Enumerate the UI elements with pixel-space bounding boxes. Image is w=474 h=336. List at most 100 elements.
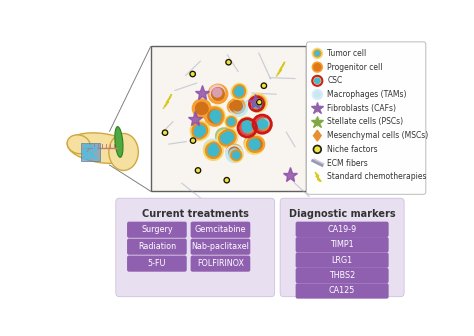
Circle shape (229, 147, 240, 158)
Circle shape (219, 128, 238, 146)
Circle shape (250, 95, 265, 111)
Circle shape (231, 150, 242, 161)
Circle shape (249, 139, 260, 150)
Text: CSC: CSC (328, 76, 343, 85)
Circle shape (208, 110, 220, 123)
Circle shape (238, 119, 256, 137)
Circle shape (247, 137, 259, 149)
Circle shape (213, 111, 220, 118)
FancyBboxPatch shape (191, 239, 250, 255)
Circle shape (229, 149, 243, 162)
Text: Radiation: Radiation (138, 242, 176, 251)
FancyBboxPatch shape (296, 268, 389, 283)
Text: Gemcitabine: Gemcitabine (195, 225, 246, 234)
Circle shape (245, 135, 264, 154)
Circle shape (94, 147, 97, 150)
Circle shape (90, 151, 92, 154)
Circle shape (205, 107, 224, 126)
Circle shape (232, 83, 246, 97)
Circle shape (190, 71, 195, 77)
FancyBboxPatch shape (127, 256, 187, 272)
Circle shape (312, 48, 322, 58)
Circle shape (236, 87, 243, 94)
Circle shape (262, 119, 269, 126)
Circle shape (261, 83, 266, 88)
Circle shape (210, 85, 225, 100)
Circle shape (84, 149, 87, 151)
Circle shape (82, 151, 85, 154)
Circle shape (232, 100, 241, 109)
Circle shape (246, 137, 263, 152)
Circle shape (93, 148, 96, 151)
Circle shape (233, 102, 244, 113)
Circle shape (84, 144, 87, 147)
Circle shape (219, 131, 231, 143)
FancyBboxPatch shape (296, 252, 389, 268)
Text: FOLFIRINOX: FOLFIRINOX (197, 259, 244, 268)
Circle shape (203, 141, 223, 160)
Circle shape (249, 136, 264, 152)
Circle shape (230, 98, 243, 112)
Circle shape (248, 94, 267, 112)
Text: Niche factors: Niche factors (328, 145, 378, 154)
Circle shape (208, 108, 223, 123)
Circle shape (221, 134, 231, 143)
Circle shape (233, 101, 242, 111)
Circle shape (242, 125, 250, 133)
FancyBboxPatch shape (296, 237, 389, 252)
Circle shape (231, 84, 247, 100)
Circle shape (253, 98, 263, 108)
Circle shape (210, 111, 220, 121)
Circle shape (192, 99, 211, 118)
Text: THBS2: THBS2 (329, 271, 355, 280)
Circle shape (191, 124, 207, 140)
Circle shape (83, 157, 86, 159)
Circle shape (219, 131, 233, 146)
FancyBboxPatch shape (280, 198, 404, 297)
Circle shape (313, 145, 321, 153)
Polygon shape (163, 96, 171, 109)
Circle shape (240, 119, 253, 131)
Circle shape (221, 133, 229, 142)
Circle shape (260, 120, 268, 128)
Circle shape (226, 117, 237, 127)
Circle shape (194, 128, 203, 137)
Circle shape (192, 126, 206, 139)
Circle shape (94, 156, 97, 159)
Circle shape (85, 145, 88, 148)
Circle shape (312, 62, 322, 72)
Text: Standard chemotherapies: Standard chemotherapies (328, 172, 427, 181)
Circle shape (196, 125, 207, 135)
Circle shape (211, 88, 224, 100)
Circle shape (241, 120, 256, 134)
Circle shape (198, 127, 205, 133)
Circle shape (244, 134, 263, 153)
Polygon shape (313, 130, 321, 141)
Circle shape (196, 101, 210, 116)
Circle shape (252, 139, 262, 149)
Circle shape (209, 112, 223, 126)
Circle shape (240, 121, 255, 135)
FancyBboxPatch shape (296, 222, 389, 237)
Circle shape (230, 102, 238, 111)
Circle shape (235, 88, 243, 96)
Circle shape (312, 76, 322, 86)
Circle shape (242, 120, 251, 129)
Circle shape (244, 123, 253, 131)
Circle shape (315, 78, 320, 84)
Circle shape (221, 129, 236, 144)
Circle shape (230, 98, 245, 113)
Circle shape (91, 153, 93, 155)
Circle shape (255, 117, 270, 131)
Text: Progenitor cell: Progenitor cell (328, 62, 383, 72)
Text: Stellate cells (PSCs): Stellate cells (PSCs) (328, 118, 403, 126)
Text: Surgery: Surgery (141, 225, 173, 234)
Ellipse shape (67, 135, 90, 154)
Circle shape (258, 119, 270, 130)
Circle shape (257, 119, 267, 129)
Circle shape (224, 177, 229, 183)
Circle shape (239, 117, 254, 132)
Circle shape (314, 91, 320, 97)
Circle shape (226, 59, 231, 65)
FancyBboxPatch shape (127, 222, 187, 238)
